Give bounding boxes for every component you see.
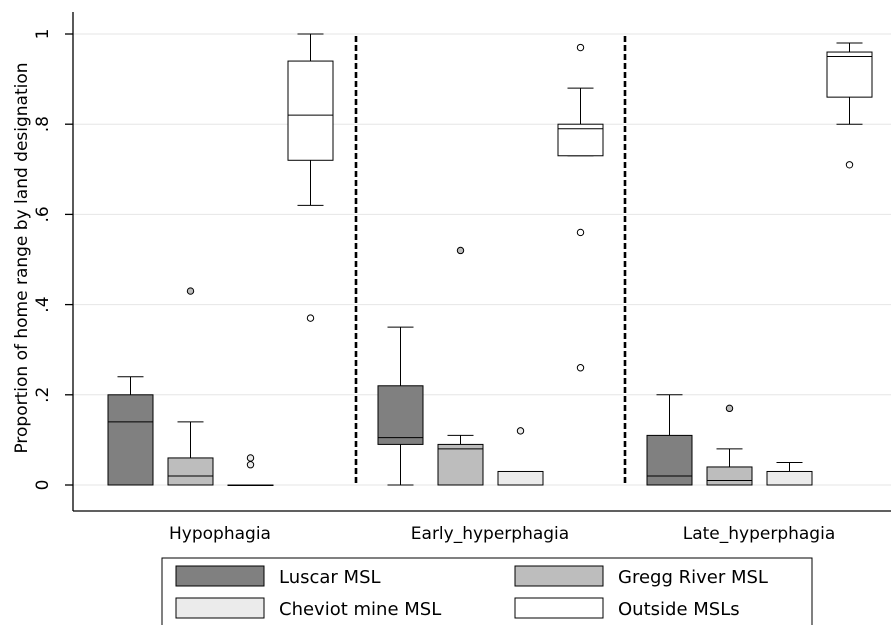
outlier-point [306,314,315,322]
x-labels: Hypophagia Early_hyperphagia Late_hyperpha… [169,524,835,544]
legend-swatch-luscar [175,565,265,587]
y-tick-label: 1 [33,29,53,40]
legend-label-gregg-river: Gregg River MSL [618,567,768,588]
legend-swatch-cheviot [175,597,265,619]
outlier-point [576,43,585,52]
axes [72,12,891,512]
box-2-1 [497,427,544,486]
box-body [826,51,873,98]
outlier-point [576,228,585,237]
box-0-2 [646,394,693,486]
legend-frame [161,557,813,625]
y-tick-label: 0 [33,480,53,491]
outlier-point [725,404,734,413]
x-group-label: Hypophagia [169,524,271,544]
box-body [646,434,693,486]
box-1-0 [167,287,214,486]
legend-label-cheviot: Cheviot mine MSL [279,599,441,620]
box-1-1 [437,246,484,486]
y-tick-label: .8 [33,116,53,132]
boxes [107,33,873,486]
legend-swatch-gregg-river [514,565,604,587]
grid [73,33,891,486]
box-1-2 [706,404,753,486]
box-body [167,457,214,486]
box-0-0 [107,376,154,486]
y-tick-label: .2 [33,387,53,403]
legend: Luscar MSL Gregg River MSL Cheviot mine … [161,557,813,625]
box-body [557,123,604,157]
y-tick-label: .4 [33,296,53,312]
box-body [766,470,813,486]
outlier-point [186,287,195,295]
box-0-1 [377,326,424,486]
x-group-label: Late_hyperphagia [683,524,836,544]
outlier-point [246,461,255,469]
box-body [107,394,154,486]
outlier-point [456,246,465,255]
y-tick-label: .6 [33,206,53,222]
group-dividers [354,36,627,485]
box-body [706,466,753,486]
box-3-0 [287,33,334,322]
legend-label-luscar: Luscar MSL [279,567,381,588]
outlier-point [576,364,585,372]
legend-swatch-outside [514,597,604,619]
y-ticks: 0 .2 .4 .6 .8 1 [33,29,73,491]
y-axis-title: Proportion of home range by land designa… [12,62,32,453]
box-body [497,470,544,486]
box-2-0 [227,454,274,486]
box-3-2 [826,42,873,169]
box-body [287,60,334,161]
box-body [377,385,424,445]
outlier-point [845,161,854,169]
outlier-point [516,427,525,435]
box-3-1 [557,43,604,372]
outlier-point [246,454,255,462]
box-body [437,443,484,486]
legend-label-outside: Outside MSLs [618,599,740,620]
x-group-label: Early_hyperphagia [411,524,569,544]
box-2-2 [766,461,813,486]
